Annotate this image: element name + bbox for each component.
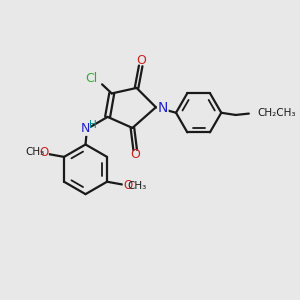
Text: H: H <box>89 120 97 130</box>
Text: O: O <box>39 146 49 159</box>
Text: CH₂CH₃: CH₂CH₃ <box>258 108 296 118</box>
Text: N: N <box>81 122 90 135</box>
Text: N: N <box>158 101 168 115</box>
Text: Cl: Cl <box>85 72 97 85</box>
Text: CH₃: CH₃ <box>128 181 147 190</box>
Text: CH₃: CH₃ <box>25 147 44 157</box>
Text: O: O <box>123 179 132 192</box>
Text: O: O <box>136 54 146 68</box>
Text: O: O <box>130 148 140 161</box>
